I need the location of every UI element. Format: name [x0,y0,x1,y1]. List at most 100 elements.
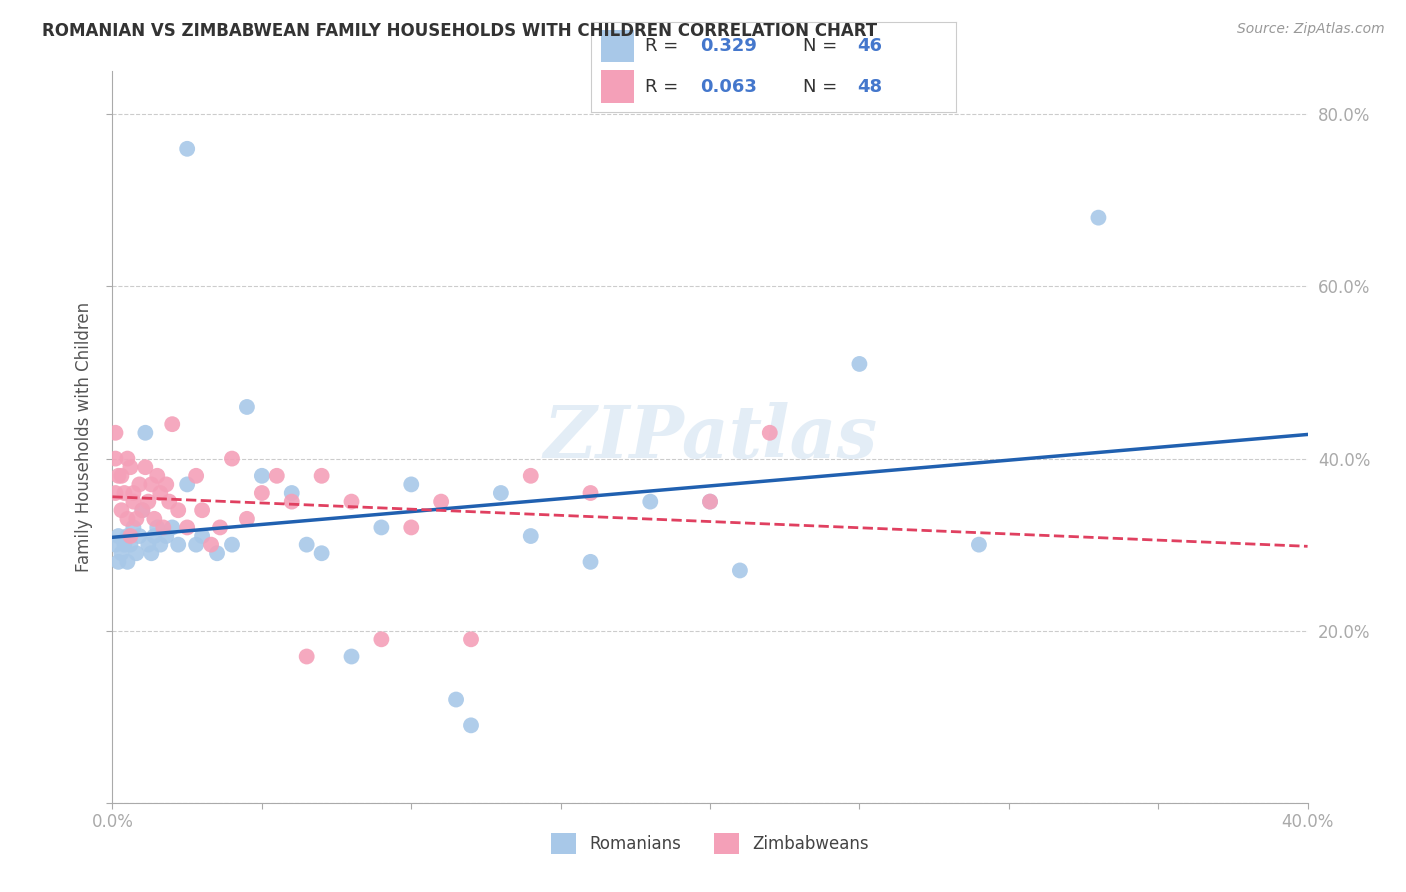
Point [460,632,482,647]
Point [138,494,160,508]
Point [120,460,142,475]
Text: R =: R = [645,37,685,55]
Point [104,486,127,500]
Point [295,538,318,552]
Point [699,494,721,508]
Point [141,477,163,491]
Point [128,529,150,543]
Point [110,503,132,517]
Point [236,400,259,414]
Legend: Romanians, Zimbabweans: Romanians, Zimbabweans [544,827,876,860]
Point [579,486,602,500]
Point [131,503,153,517]
Point [520,529,543,543]
Text: R =: R = [645,78,685,95]
Point [122,520,145,534]
Point [157,494,180,508]
Text: Source: ZipAtlas.com: Source: ZipAtlas.com [1237,22,1385,37]
Point [110,546,132,560]
Point [186,538,208,552]
Point [167,538,190,552]
Point [340,494,363,508]
Text: N =: N = [803,78,842,95]
Point [141,546,163,560]
Point [162,417,183,432]
Point [579,555,602,569]
Point [221,451,243,466]
Point [117,451,139,466]
Point [205,546,228,560]
Point [444,692,467,706]
Point [143,529,166,543]
Point [281,486,304,500]
Point [104,425,127,440]
Point [266,468,288,483]
Point [155,529,177,543]
Text: 46: 46 [858,37,883,55]
Point [699,494,721,508]
Point [250,468,273,483]
Point [186,468,208,483]
Point [114,486,135,500]
Text: ZIPatlas: ZIPatlas [543,401,877,473]
Point [191,503,214,517]
Point [125,512,148,526]
Point [146,468,169,483]
Point [167,503,190,517]
Point [134,460,156,475]
Point [370,520,392,534]
Point [640,494,662,508]
Point [728,564,751,578]
Point [967,538,990,552]
Point [520,468,543,483]
Point [117,529,139,543]
Point [149,486,172,500]
Point [340,649,363,664]
Point [209,520,232,534]
Point [430,494,453,508]
Point [120,538,142,552]
Point [104,451,127,466]
Point [191,529,214,543]
Text: ROMANIAN VS ZIMBABWEAN FAMILY HOUSEHOLDS WITH CHILDREN CORRELATION CHART: ROMANIAN VS ZIMBABWEAN FAMILY HOUSEHOLDS… [42,22,877,40]
Point [110,468,132,483]
Point [125,546,148,560]
Point [120,529,142,543]
Point [117,512,139,526]
Point [152,520,174,534]
Point [131,503,153,517]
Point [759,425,782,440]
Text: 0.329: 0.329 [700,37,756,55]
Point [149,538,172,552]
Point [281,494,304,508]
Point [311,468,333,483]
Point [107,555,129,569]
Point [460,718,482,732]
Y-axis label: Family Households with Children: Family Households with Children [75,302,93,572]
Text: 48: 48 [858,78,883,95]
Point [143,512,166,526]
Point [200,538,222,552]
Point [114,538,135,552]
Point [107,468,129,483]
Point [1087,211,1109,225]
FancyBboxPatch shape [602,70,634,103]
Point [311,546,333,560]
Point [122,486,145,500]
Point [128,477,150,491]
Point [401,477,423,491]
Point [134,425,156,440]
Point [138,538,160,552]
Point [122,494,145,508]
Point [155,477,177,491]
Point [176,477,198,491]
Point [401,520,423,534]
Point [176,520,198,534]
Point [370,632,392,647]
Text: 0.063: 0.063 [700,78,756,95]
Point [250,486,273,500]
Point [117,555,139,569]
Point [146,520,169,534]
Point [295,649,318,664]
Point [176,142,198,156]
